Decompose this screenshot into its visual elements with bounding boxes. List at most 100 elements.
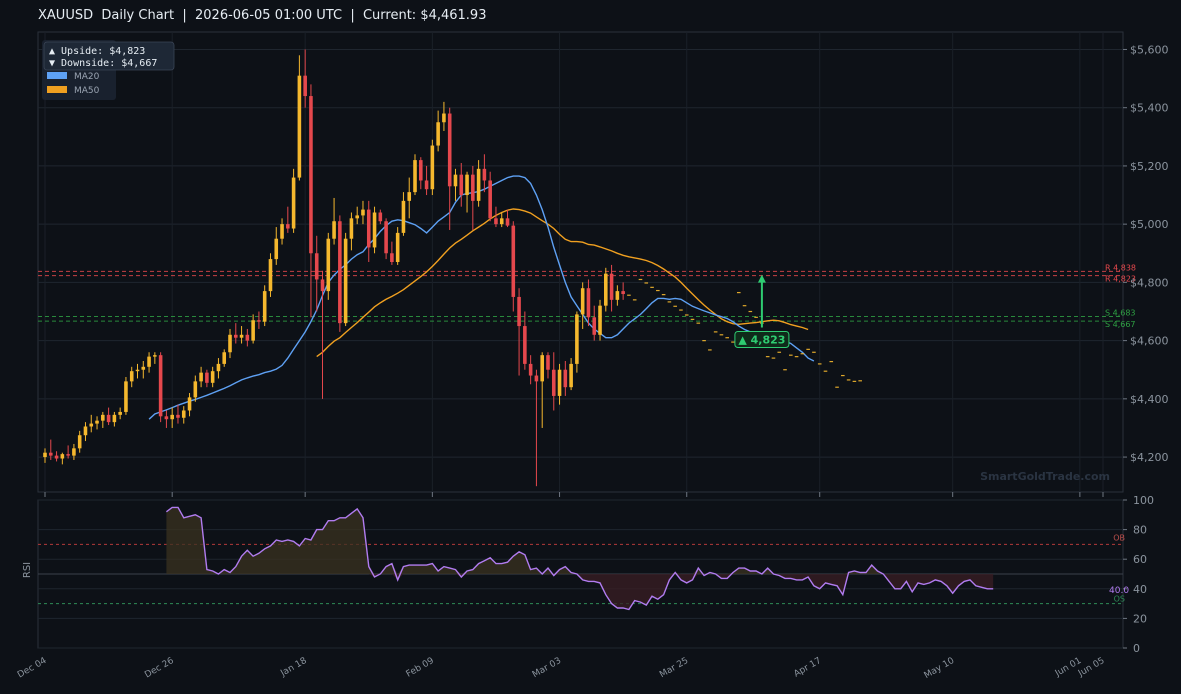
candle-body (222, 352, 227, 364)
candle-body (580, 288, 585, 315)
candle-body (557, 369, 562, 396)
candle-body (598, 305, 602, 335)
candle-body (153, 355, 157, 357)
forecast-mark (702, 340, 706, 342)
candle-body (135, 369, 140, 372)
forecast-mark (806, 348, 810, 350)
candle-body (419, 160, 423, 181)
rsi-fill-below (166, 574, 994, 610)
rsi-axis-label: RSI (22, 562, 33, 578)
candle-body (176, 414, 180, 418)
candle-body (239, 334, 244, 338)
candle-body (106, 414, 111, 423)
forecast-mark (783, 369, 787, 371)
candle-body (314, 253, 319, 280)
candle-body (216, 363, 221, 372)
candle-body (72, 448, 76, 456)
ma20-layer (148, 175, 815, 420)
candle-body (181, 410, 186, 418)
forecast-mark (638, 278, 643, 281)
rsi-tick-label: 0 (1133, 642, 1140, 655)
candle-body (465, 174, 469, 196)
candle-body (193, 381, 198, 398)
candle-body (569, 363, 573, 388)
forecast-mark (771, 357, 776, 359)
target-badge-label: ▲ 4,823 (738, 334, 785, 347)
candle-body (268, 259, 273, 292)
forecast-mark (661, 294, 666, 296)
candle-body (621, 291, 625, 295)
candle-body (575, 314, 579, 364)
ma20-label: MA20 (74, 72, 100, 82)
candle-body (141, 366, 146, 370)
candle-body (274, 238, 279, 260)
candle-body (499, 218, 504, 225)
forecast-mark (650, 286, 654, 288)
candle-body (592, 317, 597, 335)
candle-body (407, 192, 412, 201)
ma50-layer (316, 208, 809, 358)
candle-body (430, 145, 435, 190)
candle-body (199, 372, 203, 382)
candle-body (291, 177, 296, 229)
forecast-mark (719, 334, 724, 336)
candle-body (210, 371, 215, 383)
forecast-mark (713, 331, 718, 333)
support-resistance-lines: R 4,838 R 4,823 S 4,683 S 4,667 (38, 263, 1136, 329)
forecast-mark (632, 299, 637, 301)
candle-body (372, 212, 377, 248)
candle-body (54, 455, 59, 459)
oversold-label: OS (1114, 595, 1125, 604)
forecast-mark (794, 356, 799, 358)
forecast-mark (858, 380, 862, 382)
chart-title: XAUUSD Daily Chart | 2026-06-05 01:00 UT… (38, 8, 487, 23)
forecast-mark (736, 291, 741, 294)
price-tick-label: $5,200 (1130, 160, 1169, 173)
date-tick-label: Mar 03 (531, 656, 563, 680)
candle-body (453, 174, 458, 187)
rsi-fill-above (166, 507, 994, 574)
target-marker: ▲ 4,823 (734, 274, 790, 349)
candle-body (170, 414, 174, 420)
candle-body (326, 238, 331, 292)
rsi-line-layer (165, 506, 994, 611)
candle-body (511, 225, 516, 297)
date-tick-label: May 10 (923, 656, 957, 681)
candle-body (48, 452, 53, 456)
candle-body (187, 397, 192, 411)
candle-body (83, 426, 88, 436)
candle-body (390, 253, 394, 262)
forecast-mark (696, 322, 701, 324)
forecast-mark (823, 370, 828, 372)
date-tick-label: Jan 18 (278, 656, 309, 679)
forecast-mark (731, 341, 735, 343)
candle-body (343, 238, 348, 324)
date-tick-label: Jun 01 (1053, 656, 1083, 679)
forecast-mark (725, 337, 729, 339)
date-tick-label: Dec 26 (143, 656, 176, 681)
candle-body (476, 168, 481, 201)
price-tick-label: $5,400 (1130, 102, 1169, 115)
candle-body (118, 411, 122, 415)
target-arrow-head (757, 274, 766, 283)
candle-body (320, 279, 325, 292)
date-tick-label: Apr 17 (792, 656, 823, 680)
forecast-mark (708, 349, 712, 351)
forecast-mark (754, 316, 758, 318)
candle-body (43, 452, 47, 458)
forecast-mark (765, 356, 770, 358)
candle-body (517, 296, 521, 327)
candle-body (297, 75, 302, 178)
forecast-mark (644, 282, 649, 284)
candle-body (586, 288, 591, 318)
candle-body (101, 414, 105, 421)
forecast-mark (817, 363, 822, 365)
ma50-swatch (47, 86, 67, 93)
legend-box: ▲ Upside: $4,823 ▼ Downside: $4,667 MA20… (42, 40, 175, 100)
forecast-mark (627, 294, 631, 296)
candle-body (338, 221, 342, 324)
resistance-label: R 4,838 (1105, 263, 1136, 272)
candle-body (534, 375, 539, 382)
forecast-layer (627, 278, 862, 388)
